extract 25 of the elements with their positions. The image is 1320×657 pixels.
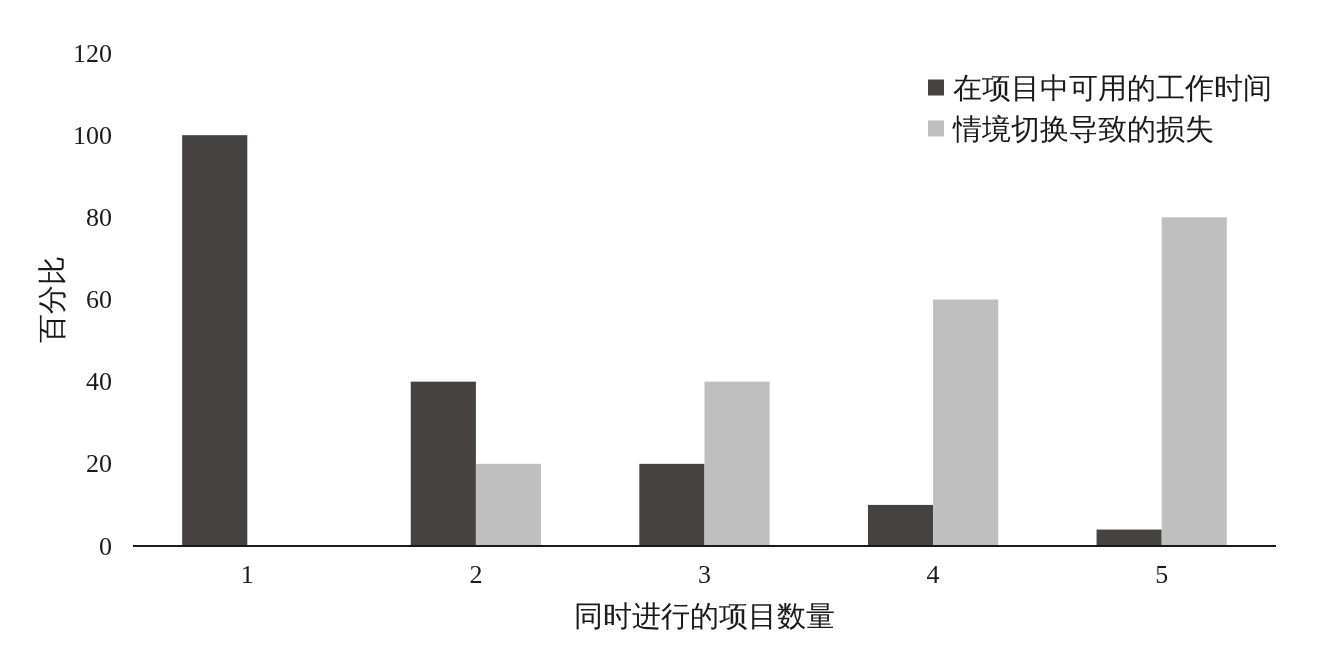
x-tick-label: 1 bbox=[240, 559, 254, 589]
x-axis-title: 同时进行的项目数量 bbox=[574, 600, 835, 632]
y-tick-label: 80 bbox=[86, 202, 112, 232]
legend-label: 情境切换导致的损失 bbox=[952, 112, 1214, 145]
bar bbox=[933, 299, 999, 546]
bar bbox=[182, 135, 248, 546]
bar bbox=[1096, 529, 1162, 546]
y-tick-label: 100 bbox=[73, 120, 112, 150]
y-tick-label: 60 bbox=[86, 285, 112, 314]
bar bbox=[475, 463, 542, 546]
bar bbox=[704, 381, 770, 546]
y-axis-title: 百分比 bbox=[36, 256, 68, 343]
x-tick-label: 3 bbox=[698, 559, 711, 589]
bar bbox=[410, 381, 476, 546]
x-tick-label: 5 bbox=[1155, 559, 1169, 589]
x-tick-label: 2 bbox=[469, 559, 483, 589]
legend-label: 在项目中可用的工作时间 bbox=[953, 71, 1272, 104]
y-tick-label: 40 bbox=[86, 367, 112, 397]
y-tick-label: 0 bbox=[99, 531, 112, 561]
bar bbox=[867, 504, 934, 546]
bar bbox=[1161, 217, 1227, 546]
y-tick-label: 120 bbox=[73, 38, 112, 68]
y-tick-label: 20 bbox=[86, 449, 112, 479]
x-tick-label: 4 bbox=[926, 559, 940, 589]
bar bbox=[639, 463, 705, 546]
